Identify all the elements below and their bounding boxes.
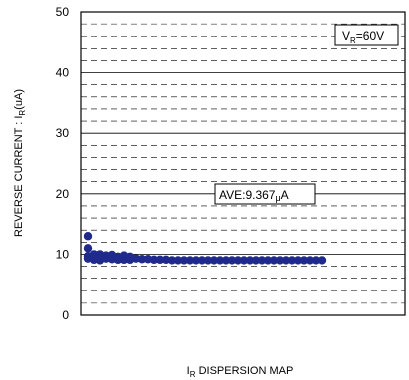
data-point: [155, 255, 165, 265]
data-points: [83, 232, 327, 265]
average-annotation-box: [214, 183, 316, 205]
data-point: [203, 256, 213, 265]
average-value: AVE:9.367: [219, 188, 276, 202]
x-axis-title-subscript: R: [190, 370, 196, 379]
y-axis-title-main: REVERSE CURRENT : I: [13, 116, 25, 237]
data-point: [257, 256, 267, 265]
data-point: [215, 256, 225, 265]
data-point: [251, 256, 261, 265]
data-point: [275, 256, 285, 265]
average-annotation: AVE:9.367μA: [214, 183, 316, 205]
data-point: [287, 256, 297, 265]
data-point: [83, 244, 93, 253]
data-point: [137, 255, 147, 264]
x-axis-title: IR DISPERSION MAP: [187, 365, 294, 379]
data-point: [239, 256, 249, 265]
average-annotation-text: AVE:9.367μA: [219, 188, 289, 203]
y-tick-label: 40: [56, 66, 70, 80]
data-point: [269, 256, 279, 265]
y-axis-title-subscript: R: [18, 110, 27, 116]
data-point: [167, 256, 177, 265]
data-point: [149, 255, 159, 265]
condition-annotation-text: VR=60V: [342, 29, 384, 45]
data-point: [245, 256, 255, 265]
y-tick-label: 0: [62, 308, 69, 322]
x-axis-title-rest: DISPERSION MAP: [196, 365, 294, 377]
data-point: [197, 256, 207, 265]
data-point: [173, 256, 183, 265]
data-point: [191, 256, 201, 265]
data-point: [83, 232, 93, 241]
data-point: [185, 256, 195, 265]
condition-subscript: R: [350, 36, 356, 45]
y-axis-title: REVERSE CURRENT : IR(uA): [13, 89, 27, 237]
y-axis-title-unit: (uA): [13, 89, 25, 110]
data-point: [305, 256, 315, 265]
condition-symbol: V: [342, 29, 350, 43]
data-point: [281, 256, 291, 265]
data-point: [299, 256, 309, 265]
y-tick-label: 50: [56, 5, 70, 19]
data-point: [311, 256, 321, 265]
average-unit: A: [281, 188, 289, 202]
y-axis-ticks: 0 10 20 30 40 50: [56, 5, 70, 322]
y-tick-label: 20: [56, 187, 70, 201]
data-point: [179, 256, 189, 265]
y-tick-label: 10: [56, 247, 70, 261]
data-point: [263, 256, 273, 265]
data-point: [221, 256, 231, 265]
condition-annotation-box: [334, 24, 399, 46]
condition-annotation: VR=60V: [334, 24, 399, 46]
data-point: [227, 256, 237, 265]
data-point: [293, 256, 303, 265]
y-tick-label: 30: [56, 126, 70, 140]
condition-value: =60V: [356, 29, 384, 43]
average-mu-symbol: μ: [275, 193, 280, 203]
data-point: [317, 256, 327, 265]
x-axis-title-main: I: [187, 365, 190, 377]
data-point: [113, 255, 123, 265]
data-point: [209, 256, 219, 265]
data-point: [233, 256, 243, 265]
plot-area-frame: [80, 11, 406, 316]
